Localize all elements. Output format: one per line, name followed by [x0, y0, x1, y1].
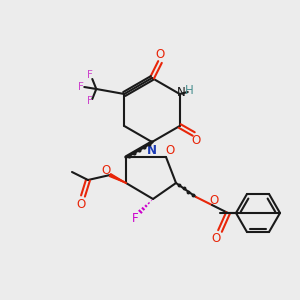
Polygon shape [109, 174, 126, 183]
Text: N: N [147, 143, 157, 157]
Text: O: O [101, 164, 111, 176]
Text: H: H [185, 85, 194, 98]
Text: O: O [76, 197, 85, 211]
Text: O: O [155, 47, 165, 61]
Text: F: F [78, 82, 84, 92]
Text: O: O [191, 134, 200, 148]
Text: O: O [209, 194, 219, 206]
Text: F: F [132, 212, 138, 226]
Text: O: O [165, 145, 175, 158]
Text: F: F [87, 96, 93, 106]
Text: O: O [212, 232, 220, 245]
Text: F: F [87, 70, 93, 80]
Text: N: N [177, 86, 186, 100]
